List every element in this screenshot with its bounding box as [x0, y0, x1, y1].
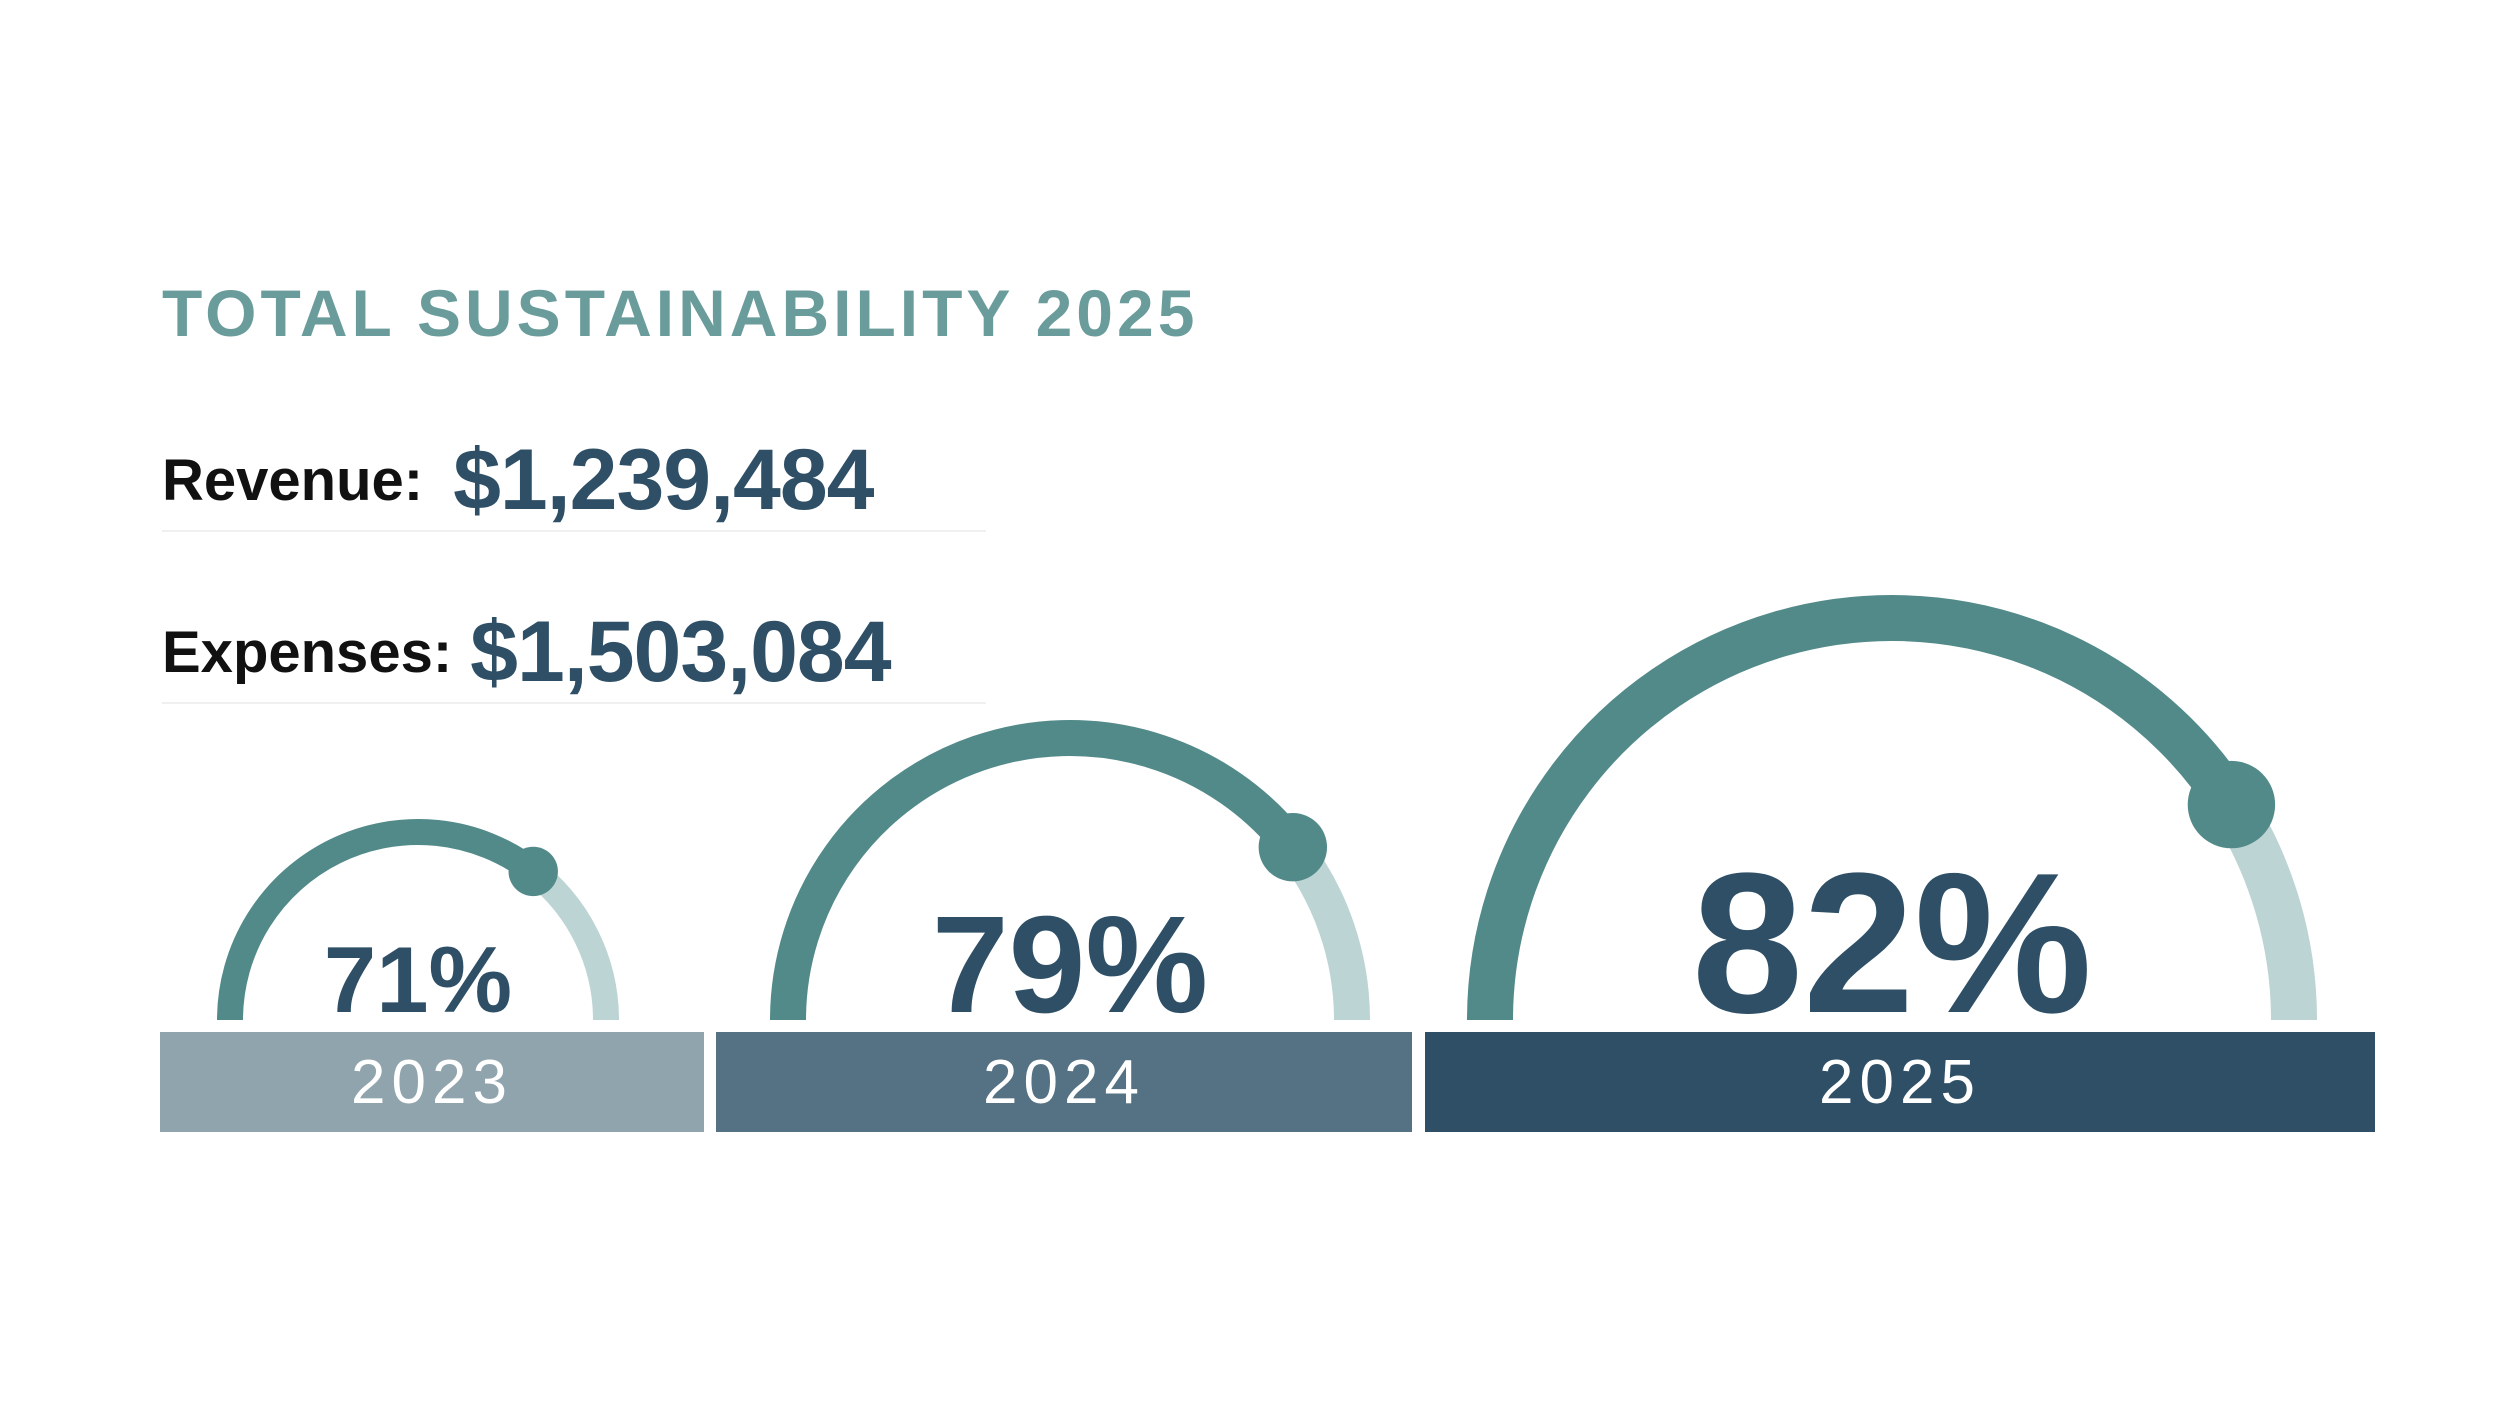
gauge-label-2025: 82%: [1692, 832, 2092, 1055]
expenses-row: Expenses: $1,503,084: [162, 602, 986, 704]
revenue-value: $1,239,484: [453, 431, 874, 528]
gauge-label-2024: 79%: [932, 888, 1208, 1042]
year-bar-2023: 2023: [160, 1032, 704, 1132]
gauge-fill-2024: [770, 720, 1308, 1021]
gauge-cap-2025: [2187, 760, 2276, 849]
gauge-cap-2024: [1258, 812, 1328, 882]
year-bar-2024: 2024: [716, 1032, 1412, 1132]
expenses-label: Expenses:: [162, 619, 453, 685]
page-title: TOTAL SUSTAINABILITY 2025: [162, 276, 1199, 350]
expenses-value: $1,503,084: [470, 603, 891, 700]
revenue-label: Revenue:: [162, 447, 424, 513]
gauge-fill-2025: [1467, 595, 2251, 1021]
gauge-fill-2023: [217, 819, 542, 1021]
gauge-cap-2023: [508, 846, 558, 897]
gauge-track-2023: [525, 861, 619, 1021]
revenue-row: Revenue: $1,239,484: [162, 430, 986, 532]
gauge-label-2023: 71%: [324, 927, 512, 1032]
year-bar-2025: 2025: [1425, 1032, 2375, 1132]
